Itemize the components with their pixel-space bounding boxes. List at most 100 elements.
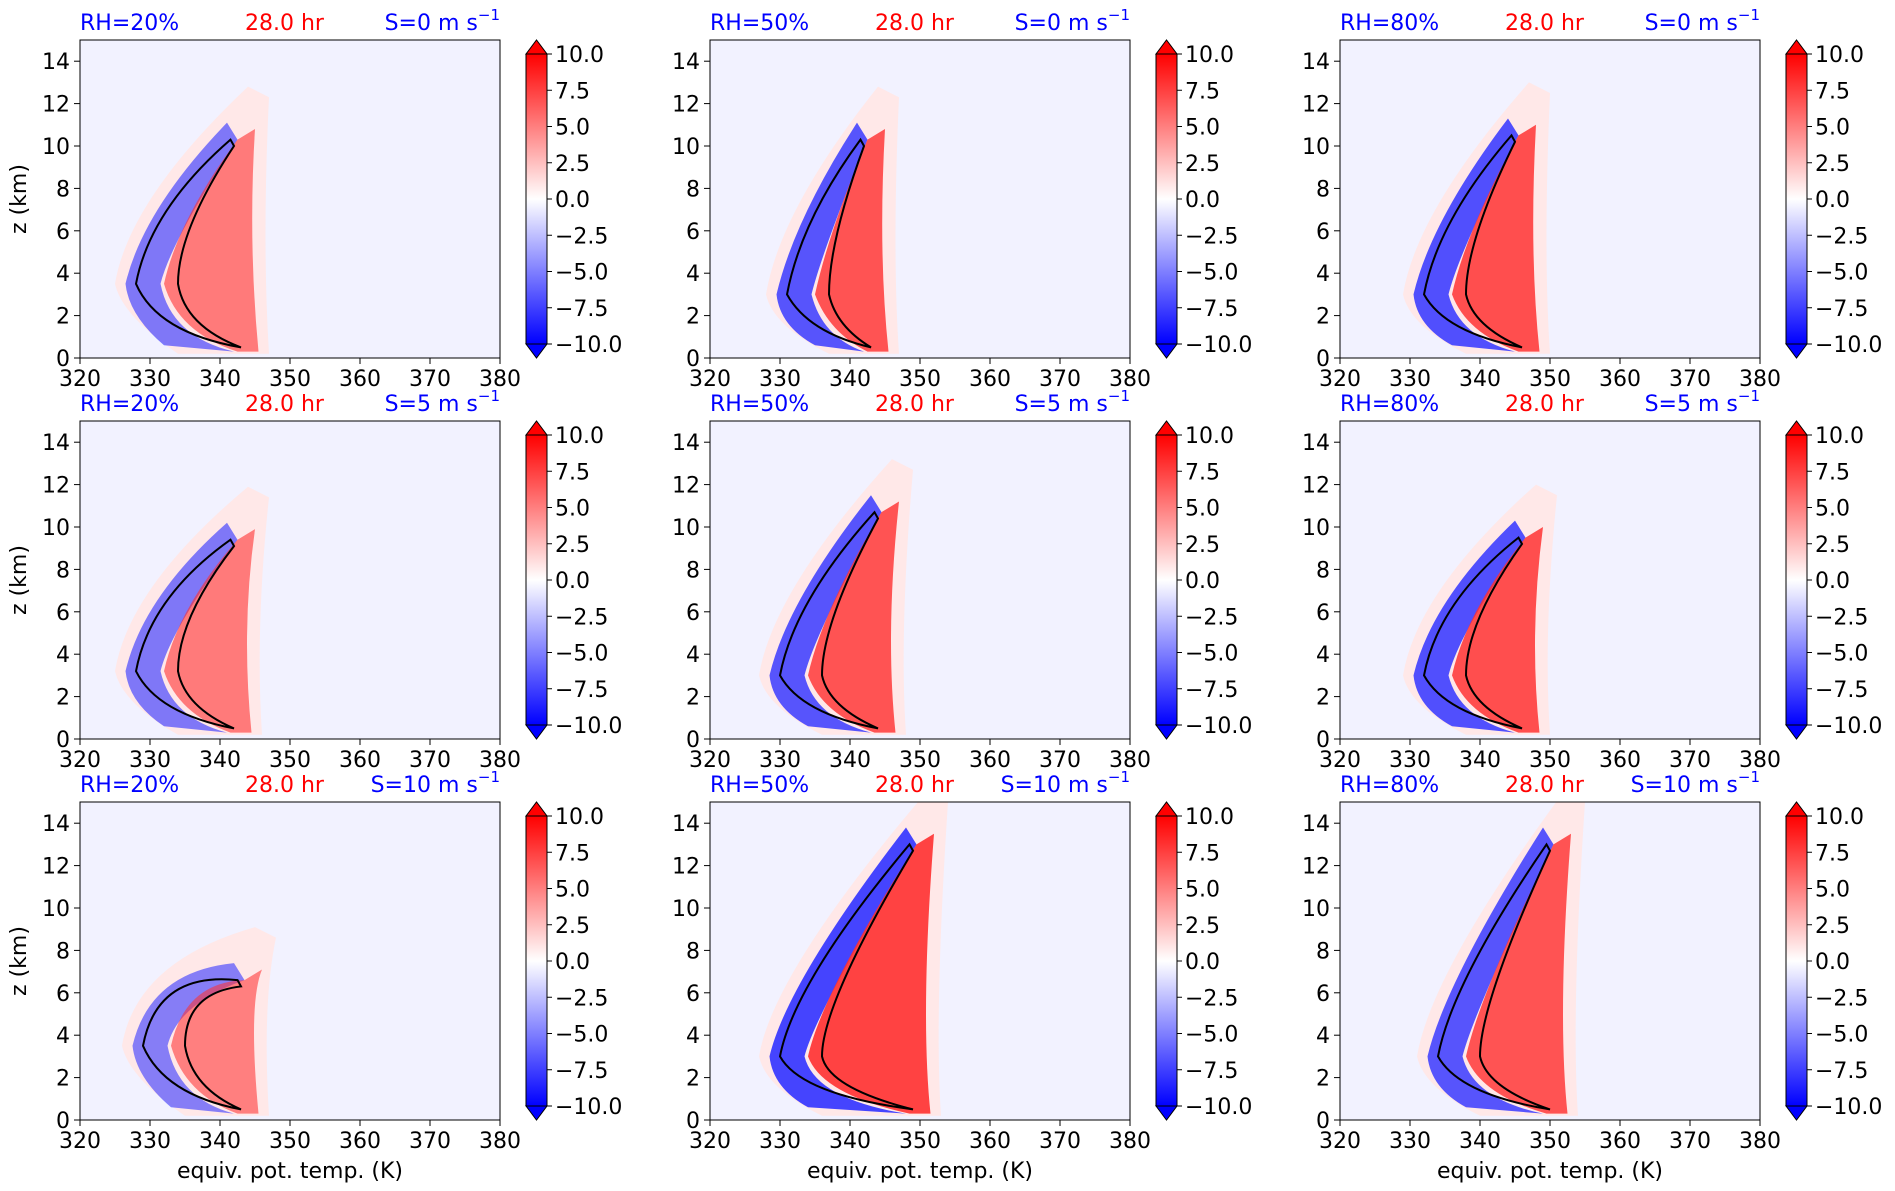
colorbar-tick-label: 0.0 <box>555 188 590 213</box>
colorbar-tick-label: −2.5 <box>1815 986 1868 1011</box>
shear-label-exponent: −1 <box>1738 6 1760 24</box>
y-tick-label: 0 <box>56 728 70 753</box>
x-tick-label: 330 <box>1389 1129 1431 1154</box>
y-tick-label: 14 <box>1302 50 1330 75</box>
shear-label-base: S=0 m s <box>1015 11 1108 36</box>
x-tick-label: 330 <box>759 748 801 773</box>
y-tick-label: 10 <box>42 135 70 160</box>
y-tick-label: 8 <box>686 939 700 964</box>
x-tick-label: 370 <box>409 1129 451 1154</box>
y-tick-label: 6 <box>1316 982 1330 1007</box>
negative-anomaly-region <box>776 122 868 352</box>
colorbar-tick-label: −2.5 <box>555 605 608 630</box>
colorbar-tick-label: −10.0 <box>1815 1095 1882 1120</box>
colorbar-tick-label: −5.0 <box>1185 1023 1238 1048</box>
colorbar-extend-max <box>525 420 548 436</box>
x-tick-label: 340 <box>829 1129 871 1154</box>
panel-rh-label: RH=20% <box>80 11 179 36</box>
x-tick-label: 360 <box>1599 1129 1641 1154</box>
colorbar-tick-label: 0.0 <box>555 950 590 975</box>
x-tick-label: 360 <box>969 1129 1011 1154</box>
x-tick-label: 350 <box>1529 1129 1571 1154</box>
x-tick-label: 370 <box>409 748 451 773</box>
colorbar-tick-label: 7.5 <box>1185 460 1220 485</box>
x-tick-label: 340 <box>199 748 241 773</box>
y-tick-label: 8 <box>56 558 70 583</box>
anomaly-field <box>766 86 899 354</box>
panel-shear-label: S=10 m s−1 <box>1001 768 1130 798</box>
shear-label-exponent: −1 <box>478 6 500 24</box>
panel-rh-label: RH=50% <box>710 392 809 417</box>
shear-label-exponent: −1 <box>478 387 500 405</box>
y-tick-label: 4 <box>686 643 700 668</box>
y-tick-label: 2 <box>686 1067 700 1092</box>
x-tick-label: 380 <box>1739 367 1781 392</box>
panel-shear-label: S=5 m s−1 <box>1015 387 1130 417</box>
x-tick-label: 330 <box>129 1129 171 1154</box>
x-tick-label: 330 <box>759 1129 801 1154</box>
y-tick-label: 0 <box>1316 728 1330 753</box>
colorbar-extend-min <box>1155 343 1178 359</box>
colorbar-tick-label: 2.5 <box>555 533 590 558</box>
y-tick-label: 12 <box>1302 93 1330 118</box>
x-tick-label: 320 <box>689 748 731 773</box>
panel-shear-label: S=5 m s−1 <box>385 387 500 417</box>
colorbar-extend-min <box>1785 343 1808 359</box>
shear-label-exponent: −1 <box>478 768 500 786</box>
colorbar-tick-label: 7.5 <box>1815 460 1850 485</box>
y-tick-label: 2 <box>1316 686 1330 711</box>
colorbar-tick-label: 10.0 <box>1185 43 1234 68</box>
colorbar-tick-label: −5.0 <box>1185 642 1238 667</box>
y-tick-label: 4 <box>686 262 700 287</box>
anomaly-field <box>115 86 269 354</box>
panel-rh-label: RH=50% <box>710 773 809 798</box>
colorbar-tick-label: 5.0 <box>1185 878 1220 903</box>
colorbar-tick-label: −5.0 <box>1815 642 1868 667</box>
colorbar-tick-label: 0.0 <box>1815 188 1850 213</box>
y-tick-label: 2 <box>686 686 700 711</box>
y-tick-label: 8 <box>686 177 700 202</box>
y-axis-label: z (km) <box>7 926 32 996</box>
y-tick-label: 2 <box>56 686 70 711</box>
panel-shear-label: S=0 m s−1 <box>1645 6 1760 36</box>
x-axis-label: equiv. pot. temp. (K) <box>807 1159 1033 1184</box>
colorbar-extend-min <box>525 1105 548 1121</box>
x-tick-label: 370 <box>1039 748 1081 773</box>
colorbar-tick-label: −5.0 <box>555 1023 608 1048</box>
contour-line <box>134 138 242 349</box>
y-tick-label: 0 <box>1316 347 1330 372</box>
y-tick-label: 4 <box>56 262 70 287</box>
positive-anomaly-region <box>1466 833 1571 1114</box>
colorbar-tick-label: −7.5 <box>1185 678 1238 703</box>
colorbar-tick-label: −2.5 <box>1185 224 1238 249</box>
y-tick-label: 10 <box>672 135 700 160</box>
colorbar-tick-label: −7.5 <box>1815 1059 1868 1084</box>
colorbar-tick-label: 7.5 <box>1185 79 1220 104</box>
colorbar-tick-label: −2.5 <box>1815 224 1868 249</box>
colorbar-tick-label: −2.5 <box>1185 605 1238 630</box>
y-tick-label: 14 <box>672 812 700 837</box>
positive-anomaly-region <box>1452 124 1540 352</box>
x-tick-label: 320 <box>689 1129 731 1154</box>
contour-line <box>778 842 915 1111</box>
y-axis-label: z (km) <box>7 545 32 615</box>
x-tick-label: 370 <box>1669 1129 1711 1154</box>
shear-label-base: S=10 m s <box>1631 773 1738 798</box>
colorbar-tick-label: 10.0 <box>1815 805 1864 830</box>
x-tick-label: 360 <box>969 367 1011 392</box>
panel-rh-label: RH=80% <box>1340 392 1439 417</box>
y-tick-label: 8 <box>686 558 700 583</box>
y-tick-label: 14 <box>672 431 700 456</box>
colorbar-tick-label: −10.0 <box>1185 714 1252 739</box>
colorbar-tick-label: −5.0 <box>1815 261 1868 286</box>
colorbar-tick-label: 2.5 <box>1185 152 1220 177</box>
contour-line <box>141 978 243 1111</box>
y-tick-label: 8 <box>1316 558 1330 583</box>
panel-rh-label: RH=80% <box>1340 11 1439 36</box>
panel-time-label: 28.0 hr <box>245 392 325 417</box>
x-tick-label: 360 <box>969 748 1011 773</box>
y-tick-label: 8 <box>1316 939 1330 964</box>
colorbar-tick-label: 2.5 <box>1815 533 1850 558</box>
x-tick-label: 340 <box>829 367 871 392</box>
colorbar-tick-label: −10.0 <box>555 1095 622 1120</box>
